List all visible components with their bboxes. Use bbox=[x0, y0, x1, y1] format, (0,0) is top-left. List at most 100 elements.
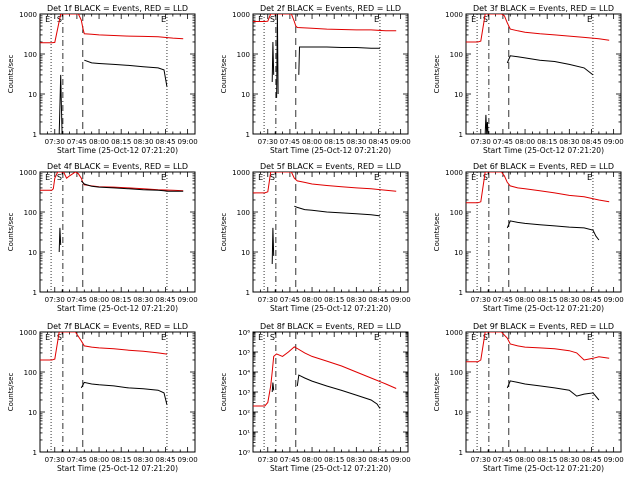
x-tick-label: 08:45 bbox=[155, 138, 175, 146]
x-tick-label: 08:15 bbox=[537, 456, 557, 464]
x-tick-label: 09:00 bbox=[391, 138, 411, 146]
lld-series-line bbox=[253, 172, 397, 194]
time-marker-label: E bbox=[374, 173, 379, 182]
time-marker-label: S bbox=[57, 173, 62, 182]
x-tick-label: 08:45 bbox=[368, 296, 388, 304]
time-marker-label: E bbox=[374, 15, 379, 24]
chart-panel-1: Det 1f BLACK = Events, RED = LLD 1 10 100 10… bbox=[7, 4, 198, 155]
y-tick-label: 1000 bbox=[19, 329, 37, 337]
events-series-line bbox=[296, 374, 381, 409]
x-tick-label: 08:15 bbox=[537, 296, 557, 304]
y-tick-label: 10 bbox=[454, 91, 463, 99]
events-series-line bbox=[80, 381, 168, 406]
y-axis-label: Counts/sec bbox=[220, 55, 228, 94]
y-tick-label: 1000 bbox=[445, 11, 463, 19]
chart-panel-6: Det 6f BLACK = Events, RED = LLD 1 10 100 10… bbox=[433, 162, 624, 313]
x-tick-label: 08:45 bbox=[368, 138, 388, 146]
x-tick-label: 08:00 bbox=[89, 138, 109, 146]
x-tick-label: 08:45 bbox=[155, 456, 175, 464]
x-tick-label: 08:00 bbox=[515, 296, 535, 304]
x-axis-label: Start Time (25-Oct-12 07:21:20) bbox=[483, 146, 604, 155]
time-marker-label: E bbox=[258, 15, 263, 24]
y-tick-label: 10⁴ bbox=[238, 369, 250, 377]
x-tick-label: 08:00 bbox=[89, 296, 109, 304]
chart-title: Det 7f BLACK = Events, RED = LLD bbox=[47, 322, 188, 331]
y-tick-label: 100 bbox=[450, 369, 463, 377]
y-tick-label: 10 bbox=[241, 249, 250, 257]
y-axis-label: Counts/sec bbox=[220, 213, 228, 252]
chart-panel-7: Det 7f BLACK = Events, RED = LLD 1 10 100 10… bbox=[7, 322, 198, 473]
y-tick-label: 1 bbox=[33, 131, 37, 139]
plot-frame bbox=[252, 171, 409, 293]
lld-series-line bbox=[466, 172, 610, 204]
time-marker-label: S bbox=[483, 173, 488, 182]
time-marker-label: E bbox=[471, 333, 476, 342]
y-tick-label: 1 bbox=[459, 289, 463, 297]
time-marker-label: E bbox=[161, 173, 166, 182]
x-tick-label: 08:15 bbox=[537, 138, 557, 146]
events-series-line bbox=[276, 14, 279, 98]
x-tick-label: 08:30 bbox=[346, 456, 366, 464]
chart-title: Det 9f BLACK = Events, RED = LLD bbox=[473, 322, 614, 331]
x-tick-label: 09:00 bbox=[178, 138, 198, 146]
y-tick-label: 1000 bbox=[232, 11, 250, 19]
x-tick-label: 07:30 bbox=[45, 296, 65, 304]
time-marker-label: E bbox=[587, 173, 592, 182]
lld-series-line bbox=[253, 14, 397, 32]
chart-panel-9: Det 9f BLACK = Events, RED = LLD 1 10 100 10… bbox=[433, 322, 624, 473]
x-tick-label: 07:30 bbox=[45, 456, 65, 464]
x-tick-label: 07:45 bbox=[493, 296, 513, 304]
y-tick-label: 1 bbox=[246, 131, 250, 139]
y-tick-label: 10⁶ bbox=[238, 329, 250, 337]
x-tick-label: 07:30 bbox=[471, 296, 491, 304]
lld-series-line bbox=[466, 332, 610, 363]
y-tick-label: 10 bbox=[454, 249, 463, 257]
x-axis-label: Start Time (25-Oct-12 07:21:20) bbox=[57, 304, 178, 313]
time-marker-label: E bbox=[45, 333, 50, 342]
x-tick-label: 08:30 bbox=[133, 296, 153, 304]
chart-panel-5: Det 5f BLACK = Events, RED = LLD 1 10 100 10… bbox=[220, 162, 411, 313]
y-tick-label: 10 bbox=[28, 249, 37, 257]
time-marker-label: E bbox=[45, 173, 50, 182]
x-tick-label: 08:30 bbox=[346, 296, 366, 304]
x-tick-label: 07:45 bbox=[280, 138, 300, 146]
x-tick-label: 08:15 bbox=[111, 456, 131, 464]
x-axis-label: Start Time (25-Oct-12 07:21:20) bbox=[270, 146, 391, 155]
time-marker-label: E bbox=[587, 15, 592, 24]
plot-frame bbox=[465, 13, 622, 135]
x-tick-label: 09:00 bbox=[391, 456, 411, 464]
x-tick-label: 07:45 bbox=[280, 456, 300, 464]
y-tick-label: 10² bbox=[238, 409, 250, 417]
events-series-line bbox=[294, 205, 381, 217]
y-axis-label: Counts/sec bbox=[7, 373, 15, 412]
chart-panel-4: Det 4f BLACK = Events, RED = LLD 1 10 100 10… bbox=[7, 162, 198, 313]
x-tick-label: 07:30 bbox=[258, 456, 278, 464]
chart-title: Det 1f BLACK = Events, RED = LLD bbox=[47, 4, 188, 13]
x-axis-label: Start Time (25-Oct-12 07:21:20) bbox=[270, 464, 391, 473]
plot-frame bbox=[465, 171, 622, 293]
x-tick-label: 08:30 bbox=[559, 138, 579, 146]
plot-frame bbox=[39, 13, 196, 135]
events-series-line bbox=[484, 114, 489, 134]
chart-panel-3: Det 3f BLACK = Events, RED = LLD 1 10 100 10… bbox=[433, 4, 624, 155]
events-series-line bbox=[506, 380, 600, 401]
time-marker-label: E bbox=[258, 173, 263, 182]
time-marker-label: E bbox=[471, 173, 476, 182]
events-series-line bbox=[58, 227, 62, 253]
lld-series-line bbox=[40, 172, 184, 192]
chart-title: Det 6f BLACK = Events, RED = LLD bbox=[473, 162, 614, 171]
x-tick-label: 09:00 bbox=[604, 456, 624, 464]
x-tick-label: 08:30 bbox=[133, 456, 153, 464]
x-axis-label: Start Time (25-Oct-12 07:21:20) bbox=[270, 304, 391, 313]
events-series-line bbox=[80, 180, 184, 192]
events-series-line bbox=[271, 382, 275, 393]
lld-series-line bbox=[466, 14, 610, 43]
x-tick-label: 09:00 bbox=[604, 296, 624, 304]
chart-title: Det 4f BLACK = Events, RED = LLD bbox=[47, 162, 188, 171]
y-tick-label: 10³ bbox=[238, 389, 250, 397]
time-marker-label: S bbox=[483, 333, 488, 342]
chart-title: Det 8f BLACK = Events, RED = LLD bbox=[260, 322, 401, 331]
time-marker-label: E bbox=[45, 15, 50, 24]
x-tick-label: 08:15 bbox=[324, 296, 344, 304]
x-tick-label: 08:00 bbox=[302, 296, 322, 304]
